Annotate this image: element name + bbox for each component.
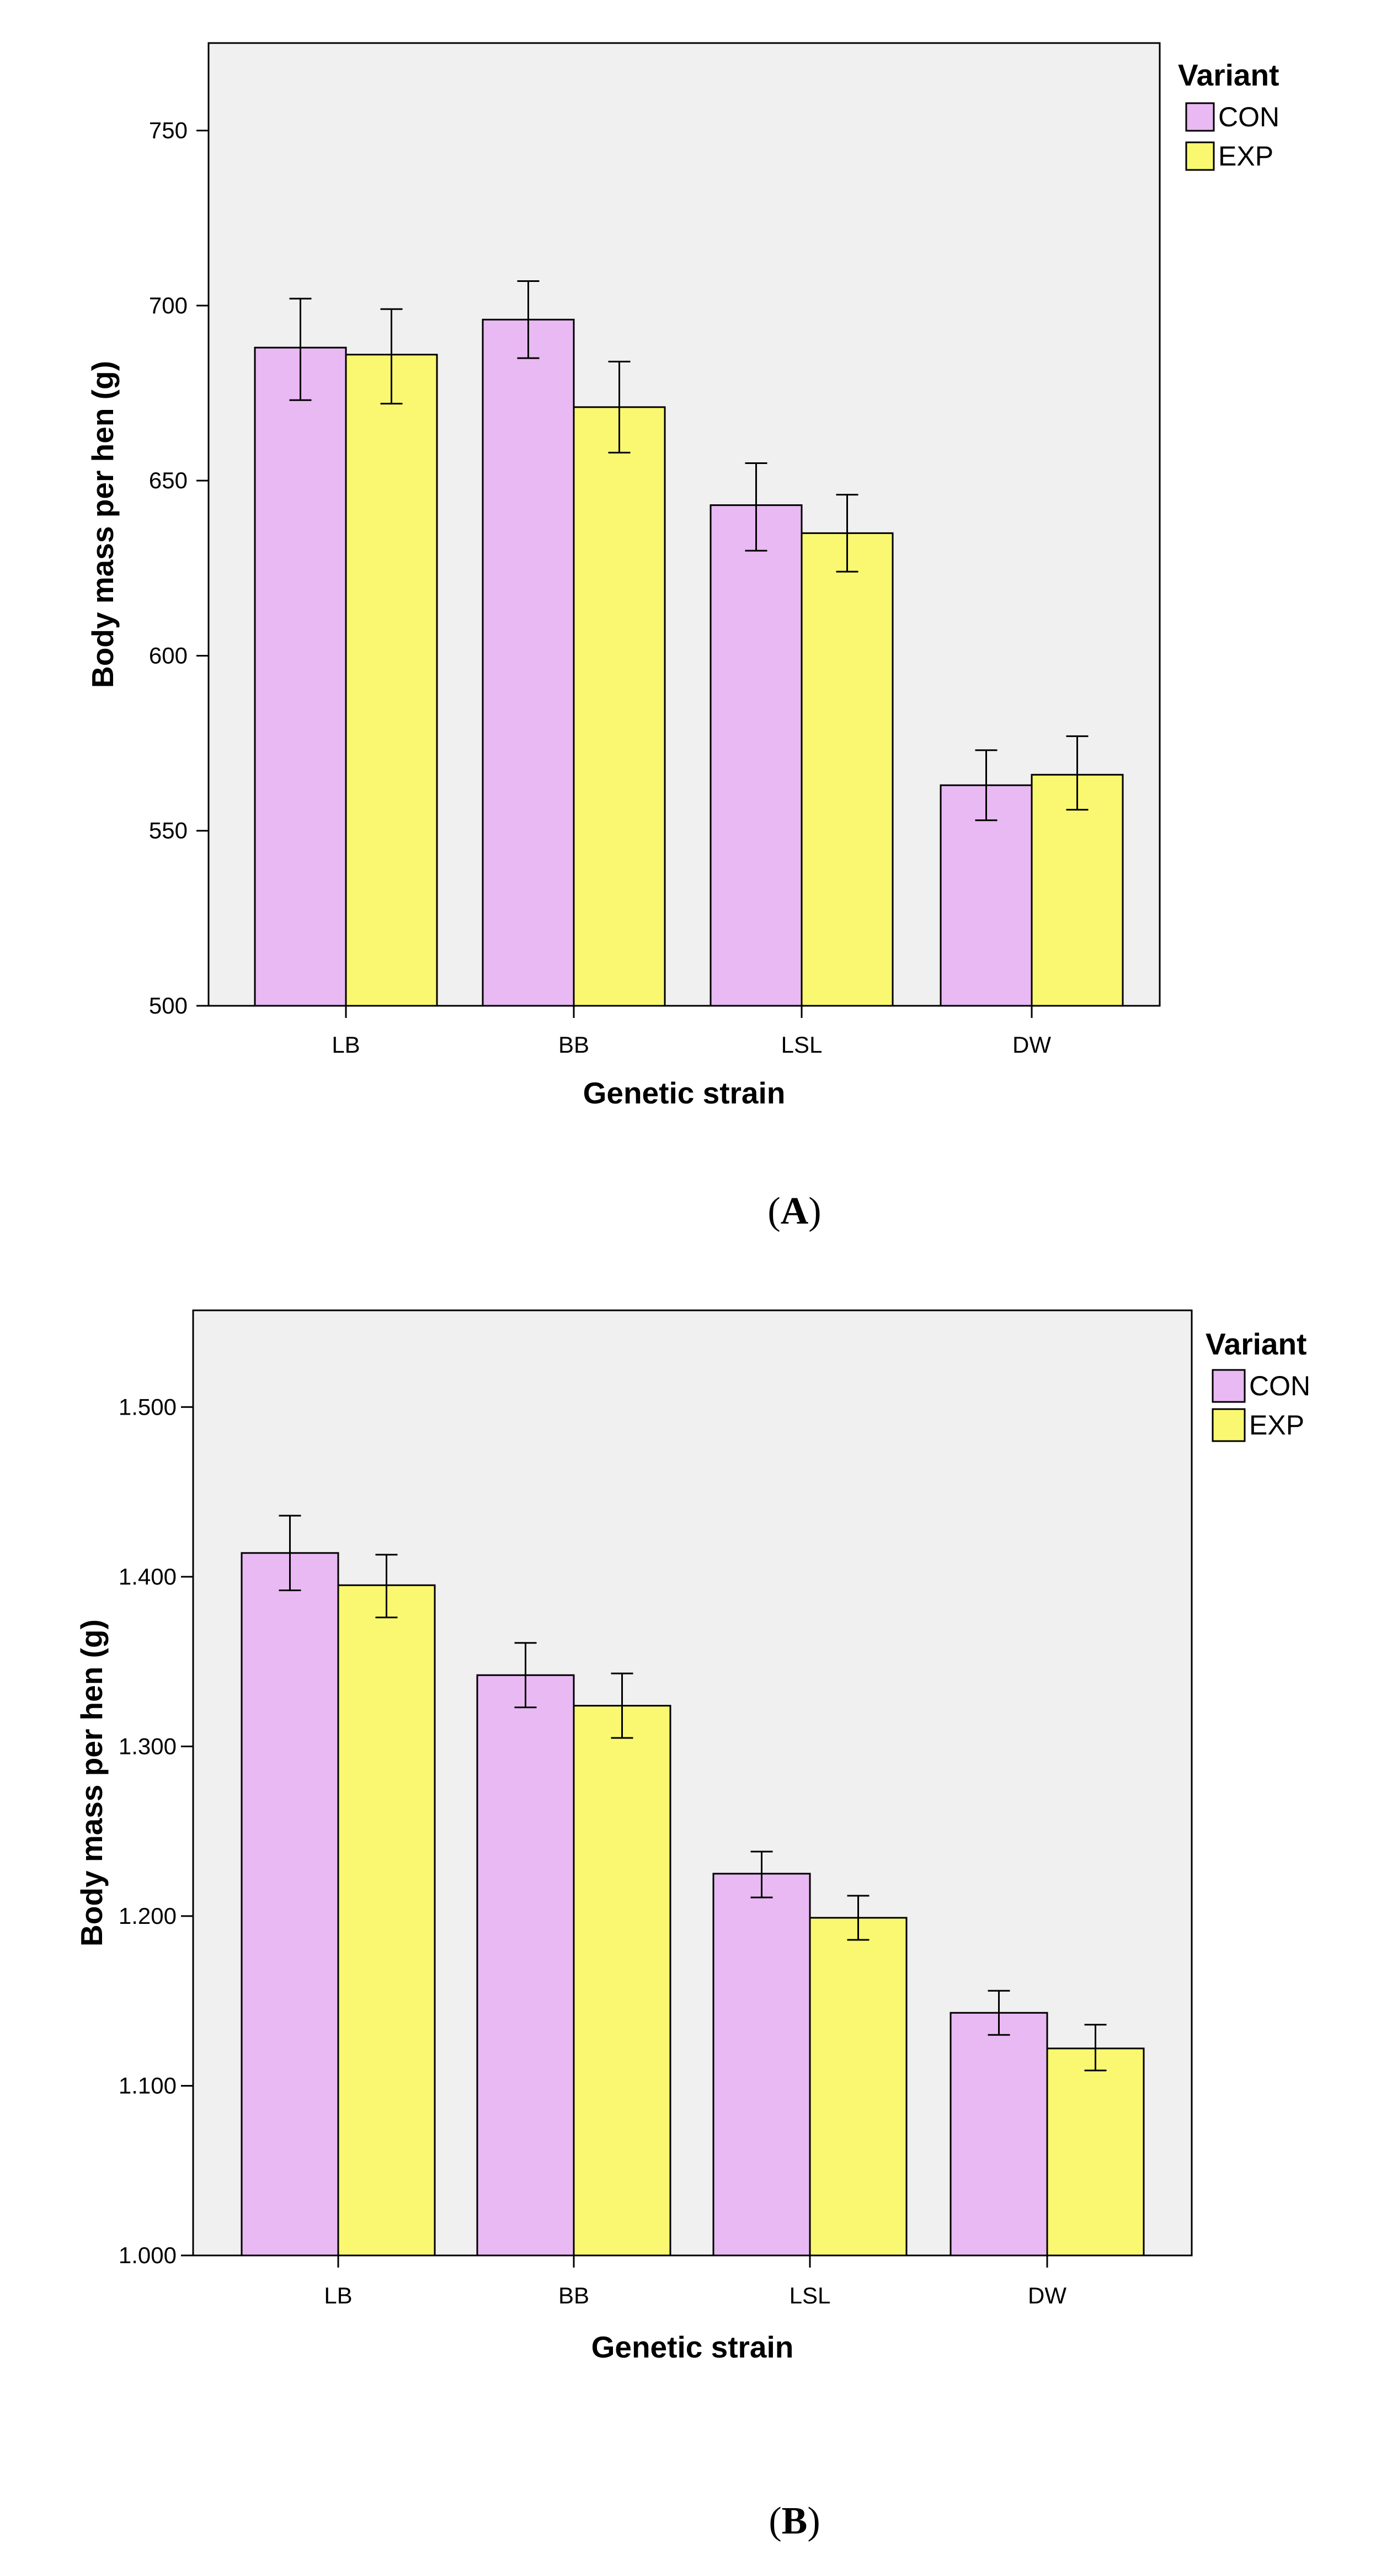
legend-swatch-con: [1185, 102, 1215, 132]
y-tick-label: 1.200: [119, 1903, 177, 1929]
y-tick-label: 600: [149, 642, 188, 668]
bar-con-lsl: [710, 504, 803, 1007]
legend-swatch-exp: [1185, 141, 1215, 171]
x-tick-label: LSL: [781, 1032, 823, 1058]
bar-exp-lb: [345, 354, 438, 1007]
bar-con-dw: [940, 784, 1033, 1007]
panel-label-b: (B): [769, 2500, 820, 2542]
legend-label-exp: EXP: [1249, 1410, 1304, 1441]
y-axis-title: Body mass per hen (g): [74, 1619, 109, 1946]
legend-swatch-exp: [1212, 1408, 1246, 1442]
y-tick-label: 1.000: [119, 2242, 177, 2268]
y-tick-label: 750: [149, 118, 188, 143]
panel-label-a: (A): [767, 1190, 821, 1233]
bar-con-lsl: [712, 1873, 811, 2257]
legend-swatch-con: [1212, 1369, 1246, 1403]
bar-exp-dw: [1031, 774, 1124, 1007]
y-tick-label: 1.400: [119, 1564, 177, 1590]
bar-con-bb: [476, 1674, 575, 2257]
bar-exp-lsl: [809, 1917, 908, 2257]
bar-con-bb: [482, 318, 575, 1007]
x-tick-label: DW: [1012, 1032, 1051, 1058]
x-tick-label: DW: [1028, 2282, 1066, 2308]
bar-exp-dw: [1046, 2047, 1145, 2257]
bar-exp-lsl: [801, 532, 894, 1007]
bar-exp-lb: [337, 1584, 436, 2257]
bar-con-dw: [950, 2012, 1048, 2257]
y-axis-title: Body mass per hen (g): [86, 361, 120, 688]
x-tick-label: BB: [558, 1032, 589, 1058]
x-tick-label: LB: [332, 1032, 360, 1058]
bar-exp-bb: [573, 1705, 671, 2257]
y-tick-label: 500: [149, 993, 188, 1018]
x-axis-title: Genetic strain: [583, 1076, 786, 1110]
chart-a: 500 550 600 650 700 750 LB BB LSL DW Body mass per…: [86, 42, 1279, 1110]
y-tick-label: 700: [149, 292, 188, 318]
legend-label-con: CON: [1249, 1370, 1310, 1401]
chart-b: 1.000 1.100 1.200 1.300 1.400 1.500 LB BB LSL DW B…: [74, 1309, 1310, 2364]
y-tick-label: 550: [149, 818, 188, 844]
x-tick-label: BB: [558, 2282, 589, 2308]
legend-label-exp: EXP: [1218, 141, 1273, 172]
bar-con-lb: [241, 1552, 339, 2257]
x-tick-label: LSL: [790, 2282, 831, 2308]
y-tick-label: 1.300: [119, 1733, 177, 1759]
y-tick-label: 650: [149, 467, 188, 493]
y-tick-label: 1.100: [119, 2072, 177, 2098]
legend-title: Variant: [1178, 58, 1279, 92]
y-tick-label: 1.500: [119, 1394, 177, 1420]
bar-con-lb: [254, 346, 347, 1007]
legend-title: Variant: [1206, 1327, 1306, 1361]
legend-label-con: CON: [1218, 102, 1279, 132]
x-axis-title: Genetic strain: [591, 2330, 794, 2364]
bar-exp-bb: [573, 406, 666, 1007]
x-tick-label: LB: [324, 2282, 352, 2308]
